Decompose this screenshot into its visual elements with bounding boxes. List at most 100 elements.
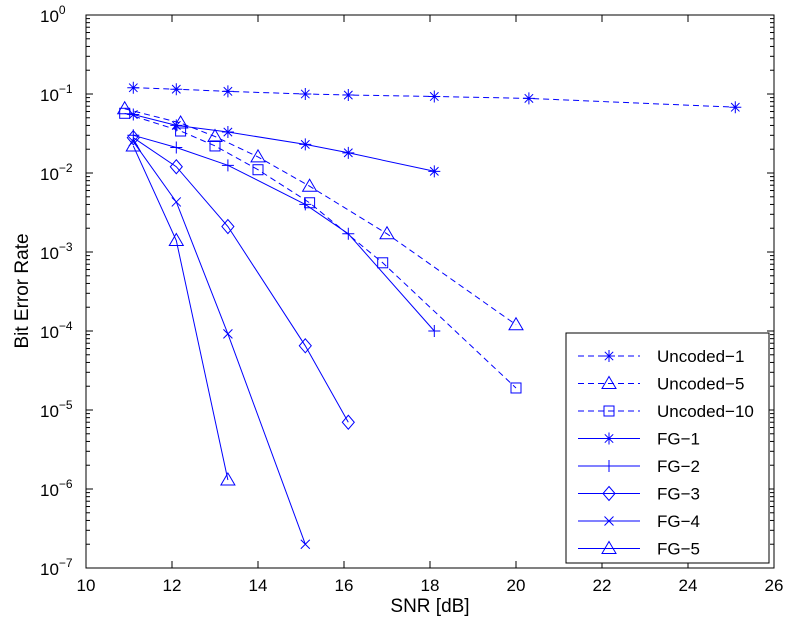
series-6-point (171, 197, 182, 207)
x-tick-label: 16 (335, 576, 354, 595)
legend-entry: FG−5 (578, 540, 700, 559)
y-tick-base: 10 (40, 481, 59, 500)
series-4-point (342, 227, 355, 240)
legend-entry: Uncoded−5 (578, 375, 744, 394)
legend-marker (603, 460, 615, 472)
y-tick-exponent: −4 (59, 319, 73, 333)
series-5-point (221, 218, 235, 235)
series-4-point (170, 141, 183, 154)
series-4-point (221, 159, 234, 172)
series-0 (127, 81, 742, 114)
y-tick-base: 10 (40, 244, 59, 263)
x-tick-label: 18 (421, 576, 440, 595)
legend-marker (602, 485, 616, 502)
series-3 (127, 108, 441, 178)
series-layer (116, 81, 742, 550)
series-6-point (223, 329, 233, 339)
x-tick-label: 14 (249, 576, 268, 595)
legend-marker (604, 516, 614, 526)
series-2-point (510, 382, 522, 394)
series-1-point (508, 316, 524, 331)
series-2-point (119, 107, 131, 119)
legend-entry: Uncoded−10 (578, 402, 754, 421)
y-tick-exponent: −7 (59, 556, 73, 570)
y-tick-label: 10−3 (40, 240, 73, 263)
series-6-point (300, 539, 311, 550)
y-tick-base: 10 (40, 165, 59, 184)
y-tick-exponent: −5 (59, 398, 73, 412)
series-0-point (299, 88, 312, 100)
series-7 (125, 137, 236, 486)
series-1-point (172, 114, 189, 129)
y-tick-label: 10−6 (40, 477, 73, 500)
y-tick-base: 10 (40, 402, 59, 421)
series-5-point (126, 129, 140, 146)
series-2-point (377, 257, 389, 269)
series-3-point (428, 165, 441, 178)
series-4-point (299, 198, 312, 211)
y-tick-exponent: −2 (59, 161, 73, 175)
y-tick-base: 10 (40, 323, 59, 342)
legend-marker (603, 432, 615, 445)
series-0-point (428, 90, 441, 103)
series-1-line (124, 108, 517, 326)
legend-marker (603, 350, 615, 362)
series-3-point (221, 126, 234, 139)
legend-entry: Uncoded−1 (578, 347, 744, 366)
series-2-line (124, 112, 517, 389)
series-3-point (127, 108, 140, 121)
y-tick-exponent: −3 (59, 240, 73, 254)
legend-label: FG−5 (657, 540, 700, 559)
legend-box (565, 332, 770, 564)
series-7-point (220, 472, 236, 486)
series-0-point (342, 89, 355, 102)
legend-label: FG−1 (657, 430, 700, 449)
y-tick-label: 10−7 (40, 556, 73, 579)
series-5-point (341, 414, 355, 431)
series-0-point (729, 101, 742, 114)
x-axis: 10 12 14 16 18 20 22 24 26 (77, 15, 783, 595)
legend-label: Uncoded−5 (657, 375, 744, 394)
y-tick-base: 10 (40, 560, 59, 579)
series-1-point (250, 148, 266, 163)
x-tick-label: 12 (163, 576, 182, 595)
series-3-point (170, 119, 183, 132)
y-tick-exponent: −1 (59, 82, 73, 96)
legend-marker (603, 405, 615, 417)
legend-marker (601, 540, 617, 554)
legend-entry: FG−1 (578, 430, 700, 449)
y-tick-label: 10−4 (40, 319, 73, 342)
x-tick-label: 24 (679, 576, 698, 595)
series-0-point (522, 92, 535, 105)
legend-entry: FG−4 (578, 512, 700, 531)
series-2-point (209, 140, 221, 152)
series-1-point (301, 178, 318, 192)
legend-label: Uncoded−1 (657, 347, 744, 366)
legend-entry: FG−3 (578, 485, 700, 504)
series-7-point (125, 137, 142, 152)
y-tick-base: 10 (40, 7, 59, 26)
series-4-point (428, 325, 441, 337)
series-6-line (132, 141, 306, 545)
series-4-line (133, 134, 435, 332)
x-tick-label: 20 (507, 576, 526, 595)
x-axis-label: SNR [dB] (390, 596, 469, 617)
series-3-point (299, 138, 312, 151)
legend-label: FG−2 (657, 457, 700, 476)
legend-label: Uncoded−10 (657, 402, 754, 421)
series-7-point (168, 232, 185, 246)
series-7-line (132, 145, 229, 481)
legend-label: FG−3 (657, 485, 700, 504)
y-tick-exponent: −6 (59, 477, 73, 491)
y-tick-exponent: 0 (59, 3, 66, 17)
series-3-line (133, 114, 435, 172)
x-tick-label: 22 (593, 576, 612, 595)
y-tick-label: 10−2 (40, 161, 73, 184)
x-tick-label: 10 (77, 576, 96, 595)
y-tick-base: 10 (40, 86, 59, 105)
series-1 (116, 100, 524, 331)
series-3-point (342, 146, 355, 159)
series-5-point (298, 338, 312, 354)
